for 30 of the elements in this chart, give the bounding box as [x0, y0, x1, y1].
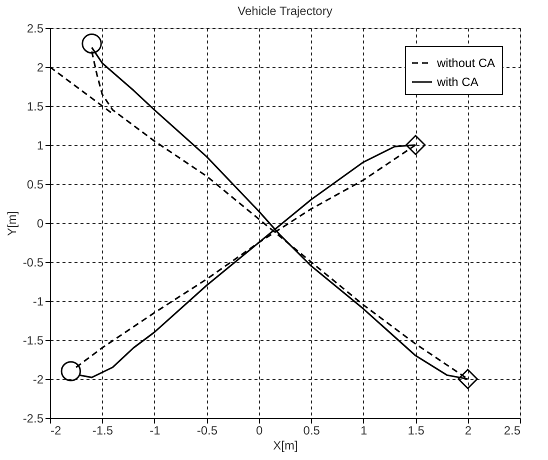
chart-title: Vehicle Trajectory	[238, 4, 332, 18]
x-tick-label: -1.5	[92, 424, 114, 438]
x-tick-label: -2	[50, 424, 62, 438]
x-tick-label: 0	[256, 424, 264, 438]
y-tick-label: -0.5	[22, 256, 44, 270]
y-tick-label: -1.5	[22, 334, 44, 348]
x-tick-label: 1.5	[408, 424, 425, 438]
y-tick-label: -2.5	[22, 412, 44, 426]
y-axis-title: Y[m]	[4, 211, 19, 236]
x-tick-label: -0.5	[196, 424, 218, 438]
y-tick-label: -1	[32, 294, 44, 308]
y-tick-label: 1	[36, 138, 44, 152]
x-tick-label: 1	[360, 424, 368, 438]
point	[82, 34, 102, 54]
x-tick-label: 0.5	[303, 424, 320, 438]
x-tick-label: 2	[464, 424, 472, 438]
legend-label: without CA	[436, 56, 496, 70]
legend-label: with CA	[436, 75, 478, 89]
y-tick-label: -2	[32, 372, 44, 386]
y-tick-label: 2	[36, 60, 44, 74]
x-tick-label: 2.5	[504, 424, 521, 438]
y-tick-label: 1.5	[26, 100, 44, 114]
point	[458, 368, 478, 390]
x-axis-title: X[m]	[273, 438, 298, 452]
x-tick-label: -1	[150, 424, 161, 438]
y-tick-label: 0.5	[26, 178, 44, 192]
y-tick-label: 0	[36, 216, 44, 230]
point	[405, 134, 426, 156]
y-tick-label: 2.5	[26, 22, 44, 36]
point	[60, 361, 81, 382]
